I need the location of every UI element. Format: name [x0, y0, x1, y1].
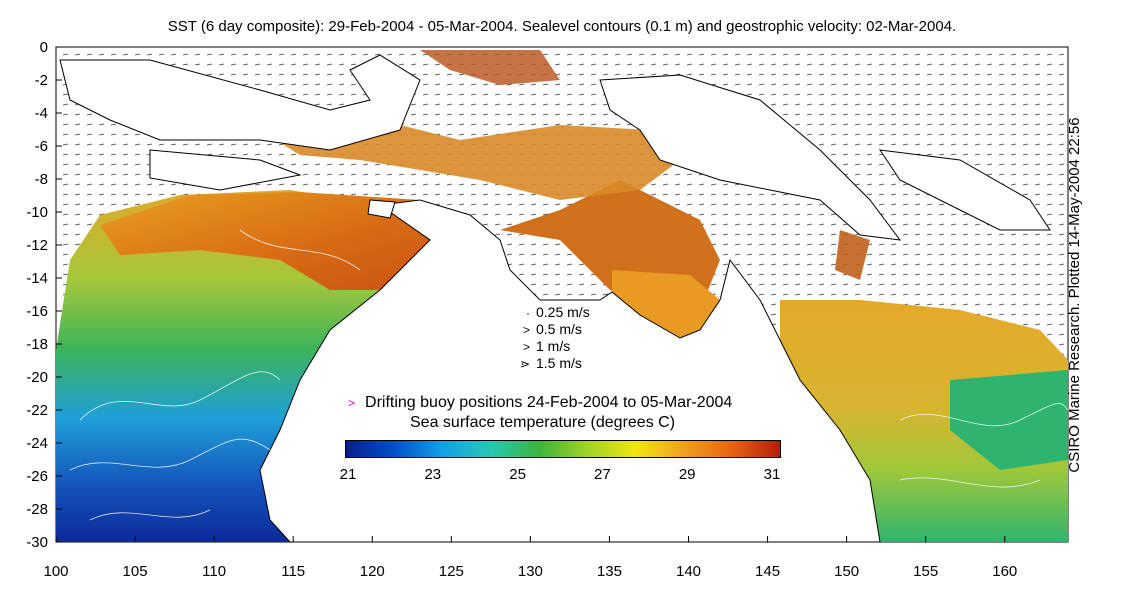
colorbar-tick-label: 29 [678, 466, 696, 483]
y-tick-label: 0 [40, 39, 48, 56]
y-tick-label: -18 [26, 336, 48, 353]
x-tick-label: 120 [360, 563, 385, 580]
y-tick-label: -26 [26, 468, 48, 485]
buoy-legend: > Drifting buoy positions 24-Feb-2004 to … [348, 394, 732, 412]
colorbar-tick-label: 21 [339, 466, 357, 483]
y-tick-label: -16 [26, 303, 48, 320]
x-tick-label: 110 [202, 563, 226, 580]
velocity-legend-item: >1 m/s [510, 338, 570, 354]
x-tick-label: 155 [913, 563, 938, 580]
arrow-icon: ˃ [522, 323, 530, 337]
velocity-legend-label: 1.5 m/s [536, 355, 582, 371]
velocity-legend-label: 0.5 m/s [536, 321, 582, 337]
x-tick-label: 160 [992, 563, 1017, 580]
y-tick-label: -6 [35, 138, 48, 155]
indonesia-land [59, 54, 421, 151]
y-axis: 0 -2 -4 -6 -8 -10 -12 -14 -16 -18 -20 -22 -24 -26 -28 -… [26, 39, 62, 551]
velocity-legend-label: 0.25 m/s [536, 304, 590, 320]
y-tick-label: -20 [26, 369, 48, 386]
x-tick-label: 140 [676, 563, 701, 580]
y-tick-label: -30 [26, 534, 48, 551]
colorbar [345, 440, 781, 458]
y-tick-label: -10 [26, 204, 48, 221]
y-tick-label: -4 [35, 105, 48, 122]
velocity-legend-label: 1 m/s [536, 338, 571, 354]
credit-text: CSIRO Marine Research. Plotted 14-May-20… [1066, 117, 1083, 473]
y-tick-label: -28 [26, 501, 48, 518]
colorbar-tick-label: 31 [763, 466, 781, 483]
x-tick-label: 115 [281, 563, 305, 580]
buoy-marker: > [348, 396, 356, 410]
y-tick-label: -12 [26, 237, 48, 254]
x-tick-label: 105 [123, 563, 148, 580]
velocity-legend-item: · 0.25 m/s [510, 304, 590, 320]
arrow-icon: ⋗ [519, 357, 530, 371]
x-tick-label: 100 [43, 563, 68, 580]
x-tick-label: 145 [755, 563, 780, 580]
buoy-label: Drifting buoy positions 24-Feb-2004 to 0… [365, 394, 733, 411]
y-tick-label: -22 [26, 402, 48, 419]
x-tick-label: 130 [518, 563, 543, 580]
velocity-legend-item: ˃ 0.5 m/s [510, 321, 582, 337]
x-tick-label: 125 [439, 563, 464, 580]
y-tick-label: -14 [26, 270, 48, 287]
x-tick-label: 150 [834, 563, 859, 580]
map-title: SST (6 day composite): 29-Feb-2004 - 05-… [167, 18, 957, 35]
x-axis: 100 105 110 115 120 125 130 135 140 145 150 155 160 [43, 536, 1017, 580]
sealevel-contours [69, 229, 1069, 521]
velocity-legend-item: ⋗ 1.5 m/s [510, 355, 582, 371]
coral-sea-sst [780, 300, 1068, 542]
arrow-icon: · [526, 306, 530, 320]
western-ocean-sst [56, 190, 380, 542]
colorbar-tick-label: 27 [594, 466, 611, 483]
y-tick-label: -2 [35, 72, 48, 89]
colorbar-title: Sea surface temperature (degrees C) [410, 414, 676, 431]
java-land [149, 149, 302, 191]
y-tick-label: -24 [26, 435, 48, 452]
colorbar-tick-label: 23 [424, 466, 442, 483]
x-tick-label: 135 [597, 563, 622, 580]
y-tick-label: -8 [35, 171, 48, 188]
arrow-icon: > [522, 340, 530, 354]
colorbar-tick-label: 25 [509, 466, 526, 483]
new-guinea-land [599, 74, 902, 241]
